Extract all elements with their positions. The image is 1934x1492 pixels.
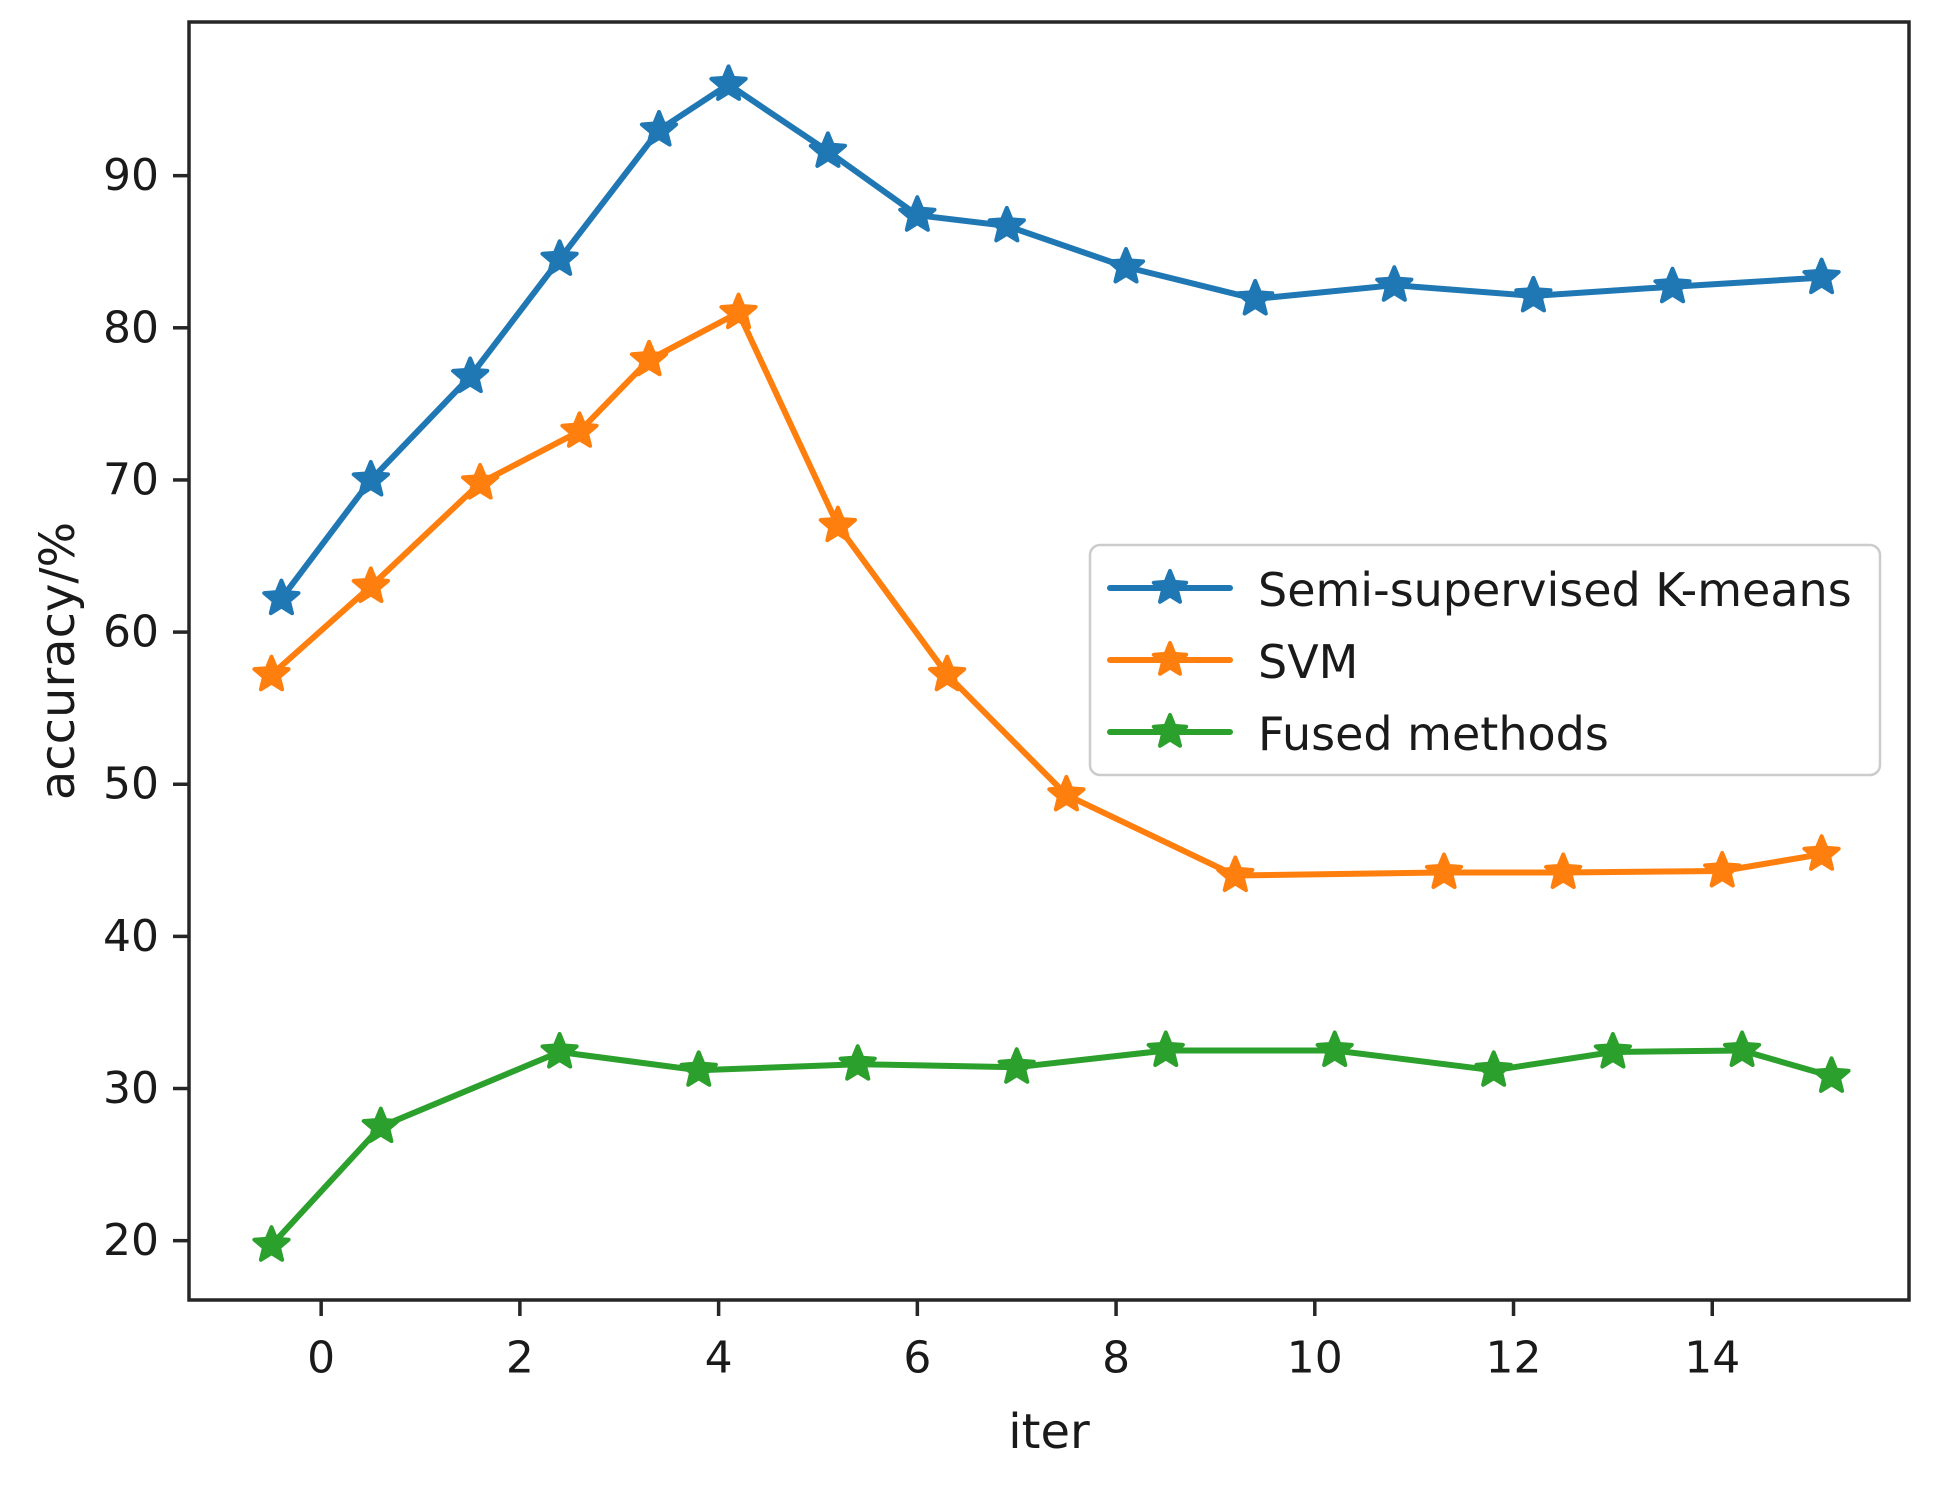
data-point-star-marker	[997, 1047, 1036, 1084]
y-tick-label: 60	[103, 607, 159, 658]
y-axis-label: accuracy/%	[30, 522, 86, 800]
data-point-star-marker	[808, 131, 847, 168]
x-axis-label: iter	[1008, 1404, 1090, 1460]
data-point-star-marker	[451, 356, 490, 394]
data-point-star-marker	[351, 460, 390, 497]
data-point-star-marker	[1703, 851, 1742, 888]
legend: Semi-supervised K-means SVM Fused methods	[1088, 543, 1882, 777]
x-tick-label: 4	[705, 1333, 733, 1384]
x-tick-label: 10	[1287, 1333, 1343, 1384]
y-axis: 20 30 40 50 60 70 80 90	[103, 150, 189, 1266]
legend-label: SVM	[1258, 635, 1358, 689]
data-point-star-marker	[1653, 266, 1692, 304]
data-point-star-marker	[1146, 1030, 1185, 1067]
series-path	[268, 309, 1825, 879]
series-line-fused-methods	[252, 1030, 1851, 1262]
data-point-star-marker	[719, 292, 758, 330]
legend-entry-fused-methods: Fused methods	[1107, 707, 1609, 761]
data-point-star-marker	[1424, 852, 1464, 889]
data-point-star-marker	[252, 654, 291, 692]
series-line-semi-supervised-k-means	[262, 64, 1841, 616]
y-tick-label: 20	[103, 1215, 159, 1266]
x-tick-label: 0	[307, 1333, 335, 1384]
data-point-star-marker	[361, 1106, 400, 1144]
legend-box	[1088, 543, 1882, 777]
legend-star-marker	[1151, 569, 1189, 604]
data-point-star-marker	[1812, 1056, 1851, 1093]
legend-star-marker	[1151, 641, 1189, 676]
x-tick-label: 12	[1486, 1333, 1542, 1384]
data-point-star-marker	[1722, 1030, 1762, 1067]
legend-entry-semi-supervised-k-means: Semi-supervised K-means	[1107, 563, 1852, 617]
data-point-star-marker	[1802, 834, 1841, 871]
data-point-star-marker	[709, 64, 748, 101]
data-point-star-marker	[1106, 247, 1146, 284]
data-point-star-marker	[1216, 855, 1255, 893]
y-tick-label: 40	[103, 911, 159, 962]
data-point-star-marker	[818, 505, 857, 543]
y-tick-label: 30	[103, 1063, 159, 1114]
data-point-star-marker	[838, 1044, 877, 1081]
data-point-star-marker	[1802, 257, 1841, 295]
data-point-star-marker	[461, 463, 500, 500]
data-point-star-marker	[540, 1032, 579, 1069]
data-point-star-marker	[1047, 774, 1086, 812]
data-point-star-marker	[252, 1225, 291, 1262]
data-point-star-marker	[629, 339, 669, 377]
x-tick-label: 2	[506, 1333, 534, 1384]
y-tick-label: 90	[103, 150, 159, 201]
series-path	[268, 1047, 1835, 1249]
data-point-star-marker	[1593, 1032, 1632, 1069]
x-axis: 0 2 4 6 8 10 12 14	[307, 1300, 1740, 1384]
y-tick-label: 80	[103, 302, 159, 353]
data-point-star-marker	[987, 205, 1026, 243]
data-point-star-marker	[262, 578, 301, 616]
data-point-star-marker	[639, 110, 679, 147]
data-point-star-marker	[560, 411, 599, 448]
legend-star-marker	[1151, 713, 1189, 748]
data-point-star-marker	[1375, 265, 1414, 302]
data-point-star-marker	[1474, 1050, 1513, 1087]
y-tick-label: 50	[103, 759, 159, 810]
legend-label: Semi-supervised K-means	[1258, 563, 1852, 617]
data-point-star-marker	[1544, 852, 1583, 889]
x-tick-label: 14	[1684, 1333, 1740, 1384]
legend-label: Fused methods	[1258, 707, 1609, 761]
y-tick-label: 70	[103, 454, 159, 505]
x-tick-label: 8	[1102, 1333, 1130, 1384]
data-point-star-marker	[898, 195, 937, 232]
data-point-star-marker	[679, 1050, 718, 1087]
x-tick-label: 6	[903, 1333, 931, 1384]
data-point-star-marker	[540, 239, 579, 276]
data-point-star-marker	[1315, 1030, 1354, 1067]
data-point-star-marker	[1514, 275, 1553, 313]
data-point-star-marker	[351, 566, 390, 603]
data-point-star-marker	[928, 654, 967, 692]
series-line-svm	[252, 292, 1841, 893]
legend-entry-svm: SVM	[1107, 635, 1358, 689]
data-point-star-marker	[1236, 278, 1275, 316]
